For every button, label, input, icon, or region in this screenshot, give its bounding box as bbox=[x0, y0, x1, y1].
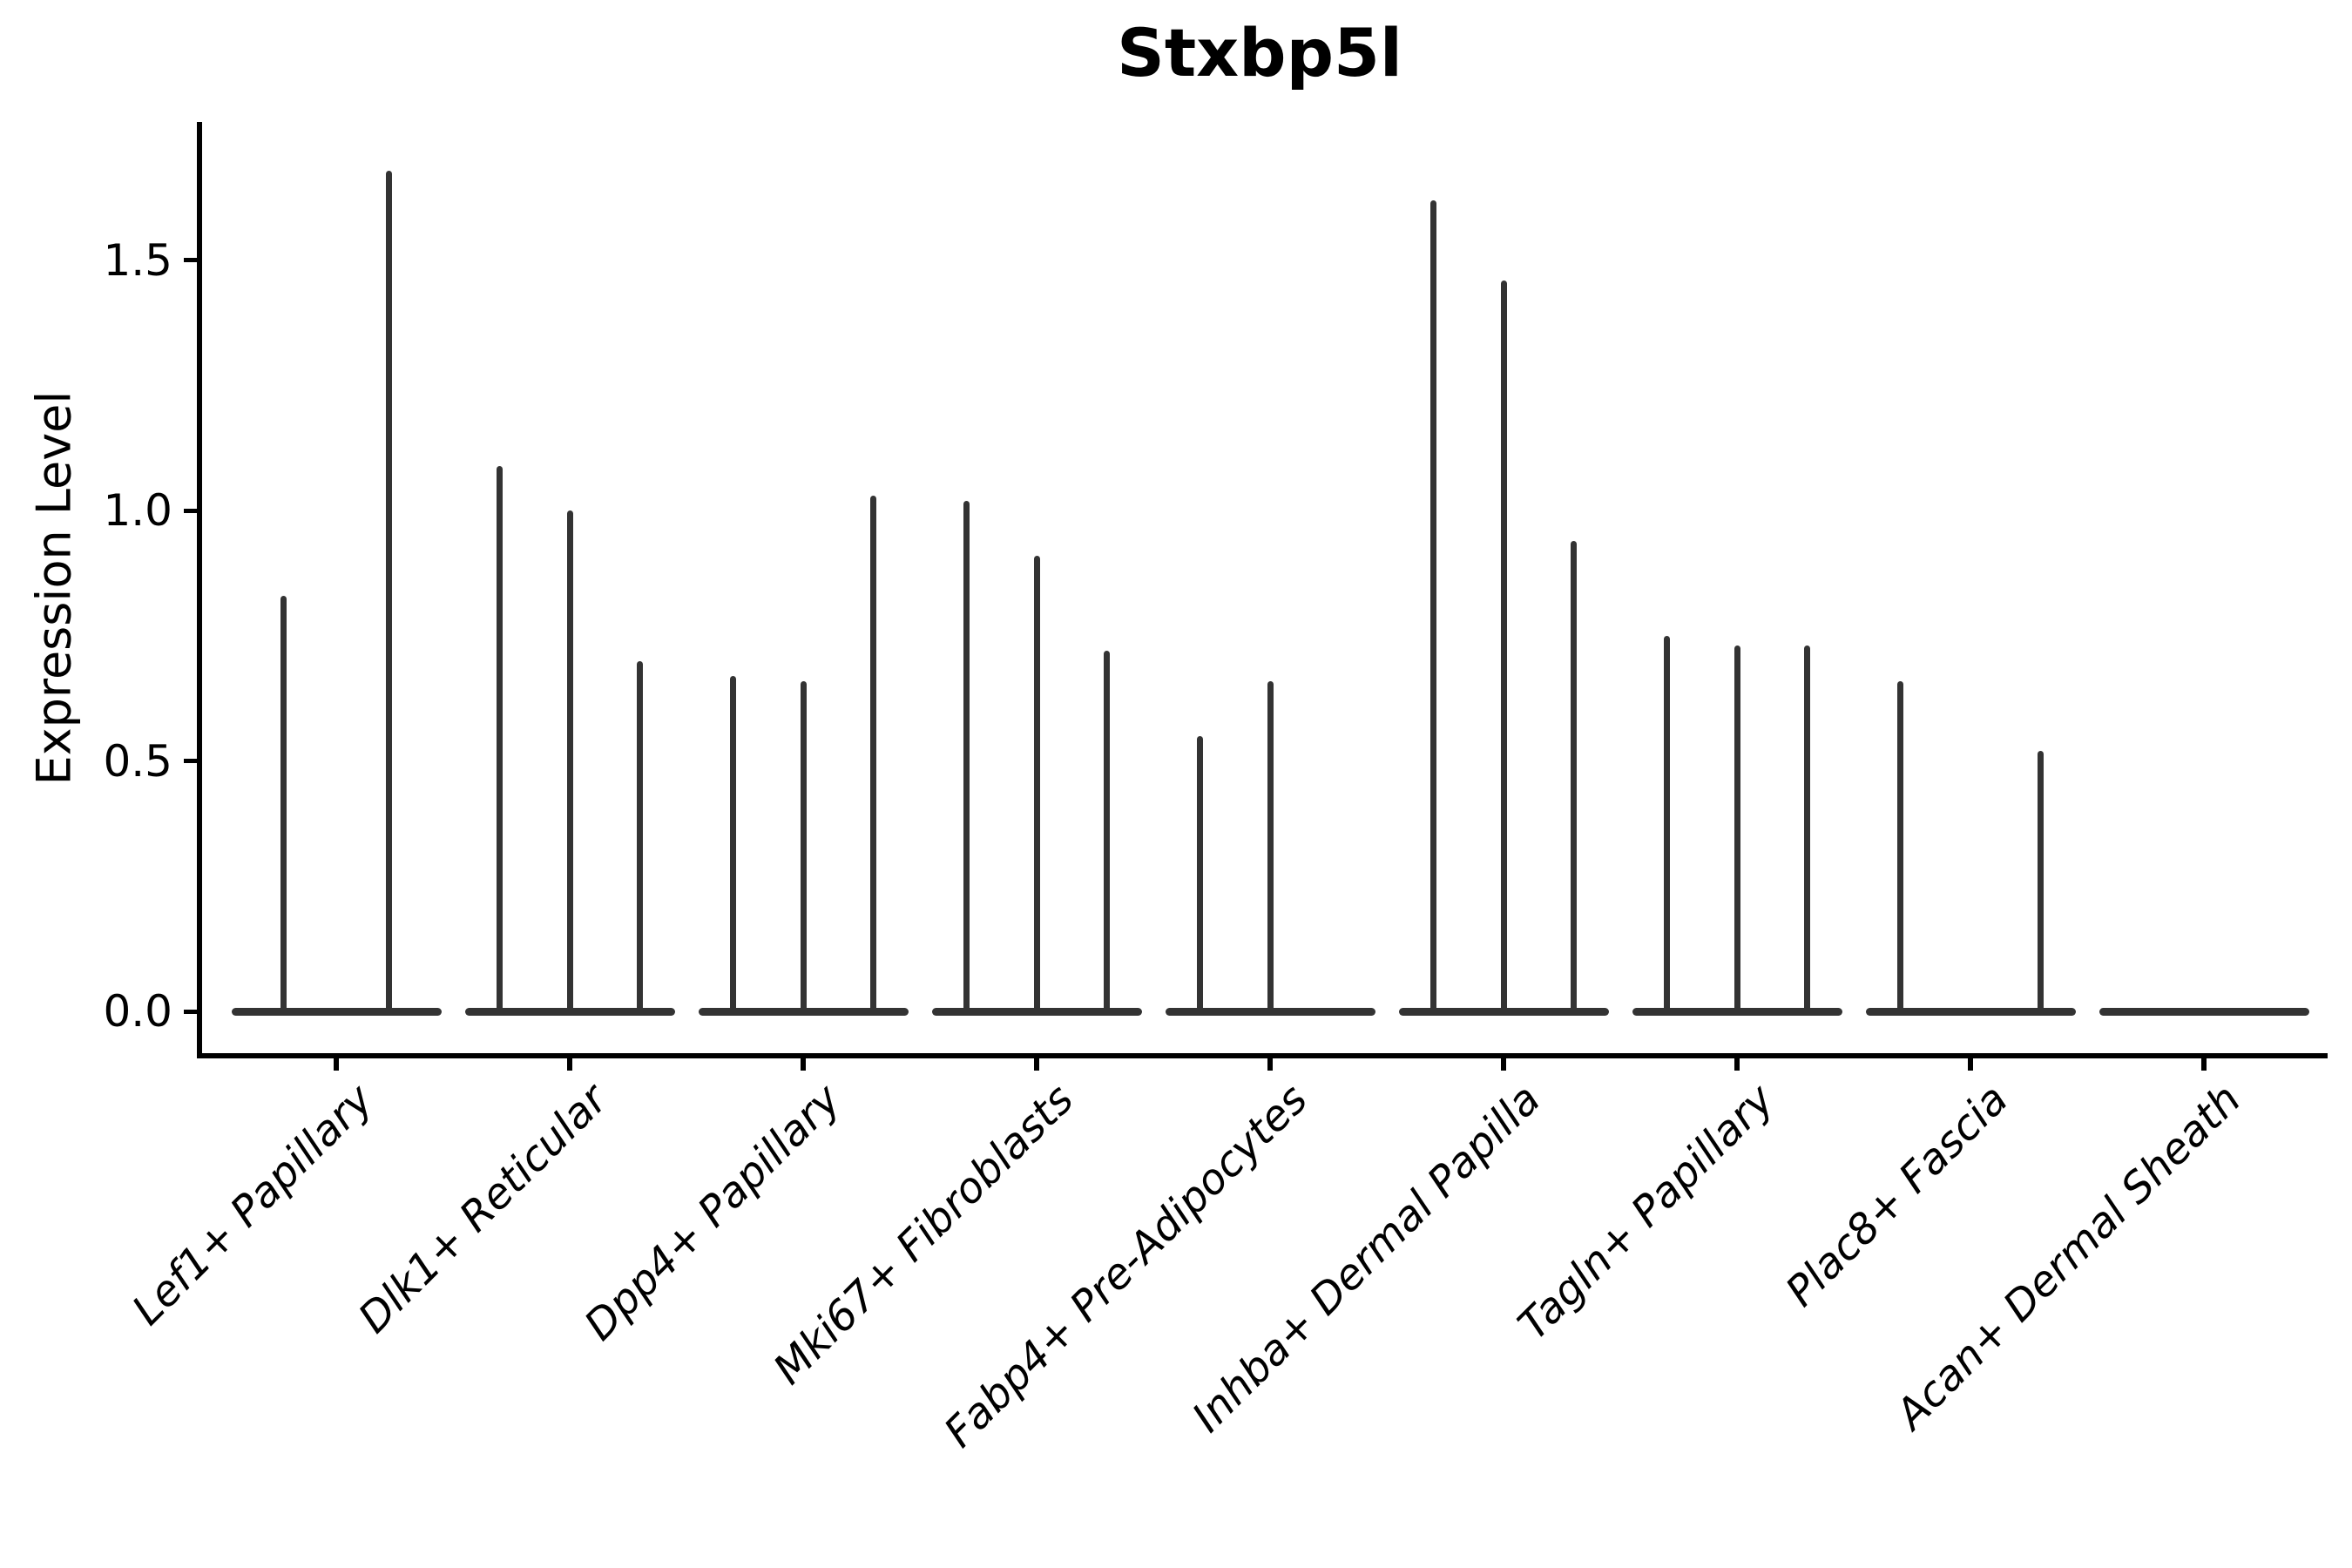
x-tick-mark bbox=[334, 1058, 339, 1071]
x-tick-mark bbox=[1734, 1058, 1740, 1071]
violin-spike bbox=[636, 660, 643, 1014]
violin-spike bbox=[1570, 540, 1577, 1014]
x-axis-label: Dlk1+ Reticular bbox=[348, 1075, 617, 1343]
x-axis-label: Dpp4+ Papillary bbox=[575, 1075, 850, 1350]
violin-base bbox=[1865, 1007, 2076, 1016]
violin-spike bbox=[730, 675, 737, 1014]
x-axis-label: Tagln+ Papillary bbox=[1509, 1075, 1784, 1350]
violin-spike bbox=[1664, 635, 1671, 1014]
x-axis-label: Plac8+ Fascia bbox=[1775, 1075, 2017, 1316]
violin-spike bbox=[566, 510, 573, 1014]
y-tick-label: 0.0 bbox=[103, 986, 172, 1037]
violin-spike bbox=[1033, 556, 1040, 1014]
x-tick-mark bbox=[2201, 1058, 2207, 1071]
x-tick-mark bbox=[801, 1058, 806, 1071]
x-tick-mark bbox=[567, 1058, 572, 1071]
violin-spike bbox=[1500, 280, 1507, 1014]
violin-base bbox=[231, 1007, 442, 1016]
x-axis-label: Lef1+ Papillary bbox=[123, 1075, 383, 1335]
violin-spike bbox=[385, 170, 392, 1014]
y-tick-label: 1.5 bbox=[103, 234, 172, 286]
violin-spike bbox=[1430, 199, 1437, 1014]
y-axis-label: Expression Level bbox=[26, 390, 82, 786]
violin-spike bbox=[2037, 751, 2044, 1014]
violin-base bbox=[2099, 1007, 2309, 1016]
y-tick-mark bbox=[184, 1009, 197, 1014]
y-axis-spine bbox=[197, 122, 202, 1058]
chart-title: Stxbp5l bbox=[1117, 14, 1402, 91]
x-tick-mark bbox=[1034, 1058, 1039, 1071]
violin-spike bbox=[497, 465, 504, 1014]
violin-spike bbox=[1103, 651, 1110, 1014]
violin-spike bbox=[963, 500, 970, 1014]
violin-spike bbox=[280, 595, 287, 1014]
y-tick-label: 0.5 bbox=[103, 735, 172, 787]
violin-spike bbox=[800, 680, 807, 1014]
violin-spike bbox=[1734, 645, 1740, 1014]
violin-spike bbox=[1897, 680, 1904, 1014]
violin-spike bbox=[1267, 680, 1274, 1014]
y-tick-mark bbox=[184, 508, 197, 513]
violin-spike bbox=[1803, 645, 1810, 1014]
y-tick-label: 1.0 bbox=[103, 485, 172, 537]
x-tick-mark bbox=[1267, 1058, 1273, 1071]
x-axis-spine bbox=[197, 1053, 2328, 1058]
y-tick-mark bbox=[184, 759, 197, 764]
violin-spike bbox=[1197, 735, 1204, 1014]
x-tick-mark bbox=[1501, 1058, 1506, 1071]
x-tick-mark bbox=[1968, 1058, 1973, 1071]
y-tick-mark bbox=[184, 258, 197, 263]
violin-spike bbox=[869, 496, 876, 1014]
